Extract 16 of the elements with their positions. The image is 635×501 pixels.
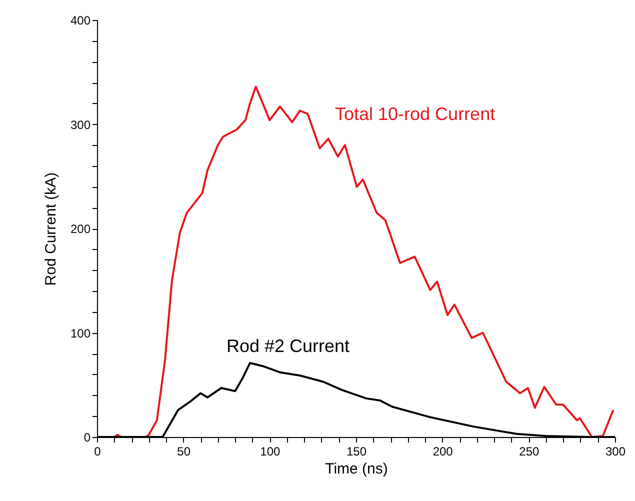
y-tick-label: 200 xyxy=(70,222,91,236)
y-tick-label: 0 xyxy=(84,430,91,444)
y-tick-label: 300 xyxy=(70,118,91,132)
x-tick-label: 200 xyxy=(432,444,454,458)
y-axis-title: Rod Current (kA) xyxy=(42,172,60,286)
x-tick-label: 100 xyxy=(260,444,280,458)
x-tick-label: 150 xyxy=(346,444,367,458)
y-tick-label: 400 xyxy=(70,14,91,28)
y-tick-label: 100 xyxy=(70,326,91,340)
x-axis-title: Time (ns) xyxy=(325,460,388,478)
x-tick-label: 300 xyxy=(605,444,626,458)
series-label: Total 10-rod Current xyxy=(335,104,496,124)
x-tick-label: 50 xyxy=(177,444,191,458)
x-tick-label: 0 xyxy=(94,444,102,458)
series-label: Rod #2 Current xyxy=(226,336,350,356)
x-tick-label: 250 xyxy=(519,444,540,458)
